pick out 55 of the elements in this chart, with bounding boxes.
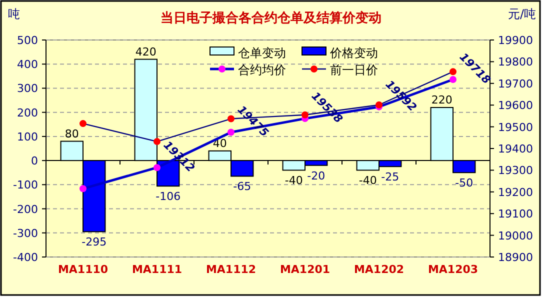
y-tick-label: 500	[17, 34, 38, 47]
point	[154, 138, 160, 146]
x-tick-label: MA1110	[58, 263, 108, 276]
point	[80, 120, 86, 128]
y2-axis-title: 元/吨	[508, 7, 536, 21]
chart-title: 当日电子撮合各合约仓单及结算价变动	[160, 10, 382, 26]
y-tick-label: -100	[13, 178, 38, 192]
data-label: -65	[233, 180, 252, 194]
y2-tick-label: 19400	[498, 142, 533, 156]
y-tick-label: 200	[17, 106, 38, 120]
y2-tick-label: 19200	[498, 186, 533, 199]
y-tick-label: -300	[13, 226, 38, 240]
legend-label: 前一日价	[330, 63, 378, 77]
point	[228, 115, 234, 122]
y2-tick-label: 19900	[498, 34, 533, 47]
x-tick-label: MA1202	[354, 263, 404, 276]
y2-tick-label: 19600	[498, 99, 533, 112]
legend-label: 仓单变动	[238, 46, 286, 60]
y-tick-label: 400	[17, 58, 38, 72]
data-label: -295	[82, 236, 107, 249]
data-label: 40	[212, 136, 227, 150]
point	[228, 128, 234, 136]
x-tick-label: MA1203	[428, 263, 478, 276]
y2-tick-label: 19300	[498, 164, 533, 178]
point	[80, 185, 86, 192]
x-tick-label: MA1201	[280, 263, 330, 276]
data-label: -40	[284, 174, 303, 188]
y2-tick-label: 19700	[498, 77, 533, 90]
point	[302, 111, 308, 118]
y2-tick-label: 19000	[498, 229, 533, 242]
data-label: 420	[135, 45, 156, 58]
legend-label: 合约均价	[238, 63, 286, 77]
y2-tick-label: 19100	[498, 208, 533, 221]
y2-tick-label: 18900	[498, 251, 533, 264]
point	[450, 68, 456, 76]
data-label: 80	[64, 127, 79, 140]
point	[450, 76, 456, 83]
y-tick-label: 300	[17, 82, 38, 96]
data-label: -50	[455, 176, 474, 190]
y-tick-label: -200	[13, 202, 38, 216]
data-label: 220	[431, 94, 452, 107]
y-tick-label: 100	[17, 130, 38, 144]
data-label: -25	[381, 170, 400, 184]
data-label: -106	[156, 190, 181, 204]
point	[154, 164, 160, 172]
x-tick-label: MA1111	[132, 263, 182, 276]
y2-tick-label: 19500	[498, 120, 533, 134]
y-tick-label: -400	[13, 251, 38, 264]
y-tick-label: 0	[31, 154, 38, 168]
data-label: -20	[307, 169, 326, 182]
data-label: -40	[358, 174, 377, 188]
y-axis-title: 吨	[8, 7, 20, 21]
legend-label: 价格变动	[329, 46, 378, 60]
y2-tick-label: 19800	[498, 56, 533, 69]
x-tick-label: MA1112	[206, 263, 256, 276]
